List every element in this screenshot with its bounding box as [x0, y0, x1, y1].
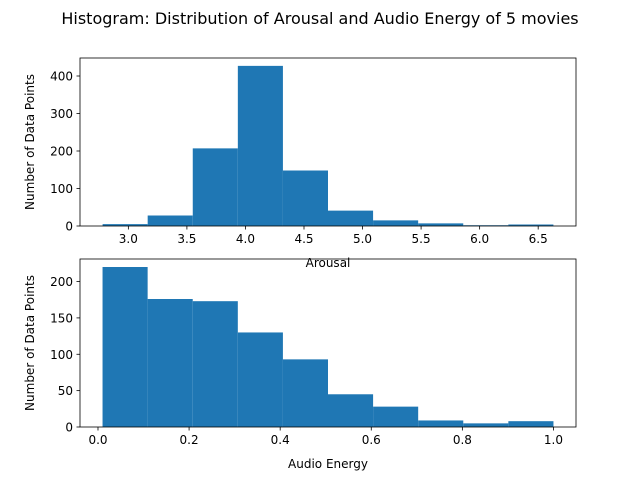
arousal-x-tick-label: 5.5: [412, 232, 431, 246]
arousal-x-axis-label: Arousal: [306, 256, 351, 270]
arousal-y-tick-label: 300: [50, 107, 73, 121]
audio-energy-y-tick-label: 100: [50, 348, 73, 362]
arousal-bar: [192, 148, 238, 226]
audio-energy-bar: [192, 301, 238, 427]
arousal-x-tick-label: 6.5: [529, 232, 548, 246]
arousal-y-tick-label: 0: [65, 220, 73, 234]
audio-energy-histogram: 0.0 0.2 0.4 0.6 0.8 1.0 0 50 100 150 200 Audio Ener…: [23, 258, 577, 471]
arousal-x-tick-label: 4.5: [294, 232, 313, 246]
audio-energy-x-tick-label: 1.0: [544, 433, 563, 447]
arousal-x-tick-label: 5.0: [353, 232, 372, 246]
audio-energy-bar: [282, 359, 328, 427]
arousal-bar: [282, 170, 328, 226]
audio-energy-bar: [102, 267, 148, 427]
audio-energy-y-tick-label: 200: [50, 275, 73, 289]
arousal-x-tick-label: 3.0: [119, 232, 138, 246]
audio-energy-x-tick-label: 0.0: [88, 433, 107, 447]
audio-energy-bar: [508, 421, 554, 427]
arousal-y-tick-label: 200: [50, 145, 73, 159]
arousal-y-tick-label: 100: [50, 182, 73, 196]
audio-energy-y-tick-label: 50: [58, 384, 73, 398]
arousal-bar: [237, 65, 283, 226]
audio-energy-bar: [328, 394, 374, 427]
arousal-bar: [102, 224, 148, 226]
arousal-y-axis-label: Number of Data Points: [23, 74, 37, 210]
arousal-axes-frame: [79, 57, 577, 227]
arousal-bar: [373, 220, 419, 226]
audio-energy-y-tick-label: 150: [50, 311, 73, 325]
audio-energy-x-tick-label: 0.2: [180, 433, 199, 447]
arousal-histogram: 3.0 3.5 4.0 4.5 5.0 5.5 6.0 6.5 0 100 200 300 400 Aro…: [23, 57, 577, 270]
audio-energy-bar: [147, 299, 193, 427]
arousal-x-tick-label: 6.0: [470, 232, 489, 246]
arousal-x-tick-label: 3.5: [177, 232, 196, 246]
audio-energy-bar: [418, 420, 464, 427]
audio-energy-x-tick-label: 0.4: [271, 433, 290, 447]
audio-energy-y-tick-label: 0: [65, 421, 73, 435]
arousal-bar: [147, 215, 193, 226]
audio-energy-bar: [463, 423, 509, 427]
arousal-y-tick-label: 400: [50, 70, 73, 84]
arousal-bar: [418, 223, 464, 226]
audio-energy-x-axis-label: Audio Energy: [288, 457, 368, 471]
audio-energy-x-tick-label: 0.8: [453, 433, 472, 447]
figure-title: Histogram: Distribution of Arousal and A…: [61, 9, 578, 28]
audio-energy-bar: [237, 332, 283, 427]
arousal-bar: [508, 224, 554, 226]
arousal-bar: [328, 210, 374, 226]
audio-energy-bar: [373, 406, 419, 427]
audio-energy-y-axis-label: Number of Data Points: [23, 275, 37, 411]
audio-energy-x-tick-label: 0.6: [362, 433, 381, 447]
audio-energy-axes-frame: [79, 258, 577, 428]
arousal-x-tick-label: 4.0: [236, 232, 255, 246]
